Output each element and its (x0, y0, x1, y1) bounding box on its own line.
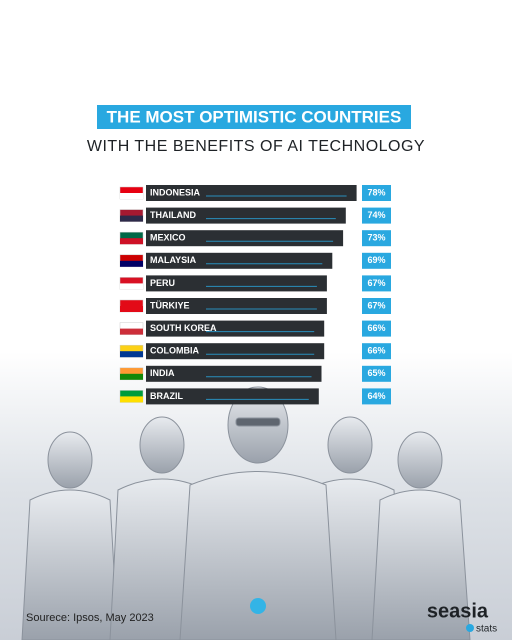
category-label: SOUTH KOREA (150, 323, 217, 333)
category-label: INDIA (150, 368, 175, 378)
category-label: INDONESIA (150, 187, 201, 197)
bar (146, 320, 325, 337)
chart-title: THE MOST OPTIMISTIC COUNTRIES (107, 107, 402, 126)
value-label-box (362, 207, 391, 224)
flag-stripe (120, 283, 143, 290)
category-label: BRAZIL (150, 391, 183, 401)
logo-dot (466, 624, 474, 632)
bar (146, 230, 344, 247)
value-label: 78% (367, 187, 385, 197)
value-label: 67% (367, 278, 385, 288)
logo: seasia (427, 600, 489, 622)
value-label: 74% (367, 210, 385, 220)
flag-stripe (120, 351, 143, 358)
title-box (97, 105, 411, 129)
bar (146, 343, 325, 360)
category-label: COLOMBIA (150, 346, 199, 356)
flag-stripe (120, 306, 143, 312)
flag-stripe (120, 373, 143, 380)
value-label: 66% (367, 346, 385, 356)
bar (146, 252, 333, 269)
flag-stripe (120, 193, 143, 199)
flag-stripe (120, 396, 143, 403)
value-label-box (362, 343, 391, 360)
flag-stripe (120, 238, 143, 245)
bar (146, 275, 327, 292)
value-label: 65% (367, 368, 385, 378)
value-label: 73% (367, 233, 385, 243)
category-label: TÜRKIYE (150, 300, 190, 310)
category-label: PERU (150, 278, 175, 288)
value-label-box (362, 298, 391, 314)
robots-illustration (21, 386, 471, 640)
value-label-box (362, 185, 391, 201)
category-label: MEXICO (150, 233, 186, 243)
bar (146, 365, 322, 382)
flag-stripe (120, 260, 143, 267)
bar (146, 388, 319, 405)
flag-stripe (120, 215, 143, 222)
value-label-box (362, 275, 391, 292)
value-label-box (362, 230, 391, 247)
value-label: 69% (367, 255, 385, 265)
category-label: THAILAND (150, 210, 196, 220)
value-label-box (362, 320, 391, 337)
source-note: Sourece: Ipsos, May 2023 (26, 612, 154, 624)
value-label-box (362, 252, 391, 269)
chart-subtitle: WITH THE BENEFITS OF AI TECHNOLOGY (87, 138, 425, 155)
bar (146, 185, 357, 201)
value-label-box (362, 365, 391, 382)
logo-sub: stats (476, 624, 497, 635)
value-label-box (362, 388, 391, 405)
category-label: MALAYSIA (150, 255, 197, 265)
flag-stripe (120, 328, 143, 335)
bar (146, 207, 346, 224)
bar (146, 298, 327, 314)
value-label: 66% (367, 323, 385, 333)
value-label: 64% (367, 391, 385, 401)
value-label: 67% (367, 300, 385, 310)
